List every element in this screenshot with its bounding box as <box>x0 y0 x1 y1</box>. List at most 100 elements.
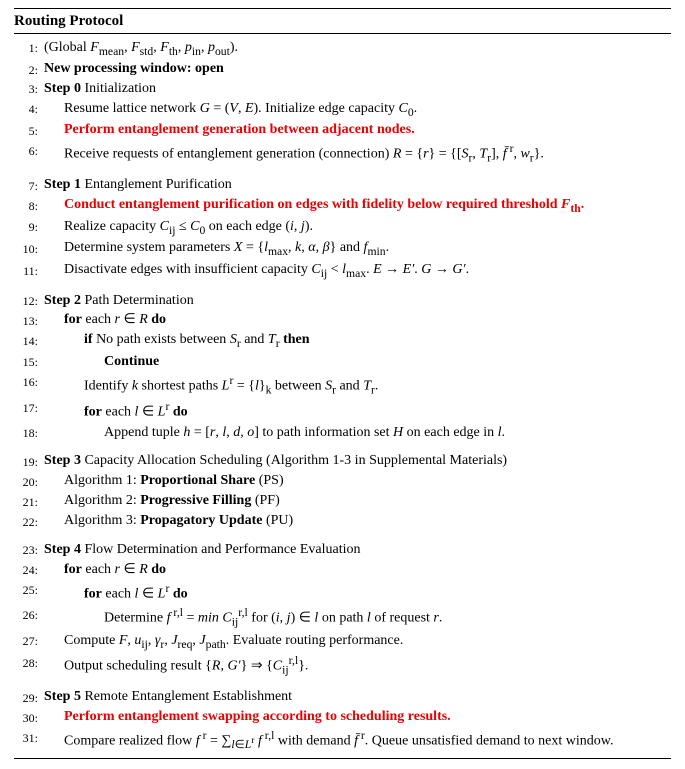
line-content: for each r ∈ R do <box>38 561 671 580</box>
title-text: Routing Protocol <box>14 13 123 29</box>
algo-line: 21:Algorithm 2: Progressive Filling (PF) <box>14 492 671 512</box>
algo-line: 12:Step 2 Path Determination <box>14 291 671 311</box>
algo-line: 8:Conduct entanglement purification on e… <box>14 196 671 218</box>
algo-line: 2:New processing window: open <box>14 60 671 80</box>
bottom-rule <box>14 758 671 759</box>
line-content: Step 2 Path Determination <box>38 292 671 311</box>
line-content: New processing window: open <box>38 60 671 79</box>
algo-line: 28:Output scheduling result {R, G′} ⇒ {C… <box>14 653 671 679</box>
line-number: 15: <box>14 353 38 371</box>
line-number: 9: <box>14 218 38 236</box>
line-number: 5: <box>14 121 38 139</box>
line-content: for each l ∈ Lr do <box>38 581 671 605</box>
title-bar: Routing Protocol <box>14 8 671 34</box>
line-number: 8: <box>14 196 38 214</box>
algo-line: 9:Realize capacity Cij ≤ C0 on each edge… <box>14 217 671 239</box>
line-number: 19: <box>14 452 38 470</box>
gap <box>14 443 671 452</box>
algo-line: 11:Disactivate edges with insufficient c… <box>14 261 671 283</box>
algo-line: 3:Step 0 Initialization <box>14 79 671 99</box>
algo-line: 17:for each l ∈ Lr do <box>14 398 671 423</box>
algo-line: 6:Receive requests of entanglement gener… <box>14 141 671 167</box>
line-content: Perform entanglement swapping according … <box>38 708 671 727</box>
line-number: 16: <box>14 373 38 391</box>
algo-line: 27:Compute F, uij, γr, Jreq, Jpath. Eval… <box>14 631 671 653</box>
algo-line: 10:Determine system parameters X = {lmax… <box>14 239 671 261</box>
algo-line: 16:Identify k shortest paths Lr = {l}k b… <box>14 372 671 398</box>
line-content: Determine f r,l = min Cijr,l for (i, j) … <box>38 605 671 630</box>
algo-line: 14:if No path exists between Sr and Tr t… <box>14 331 671 353</box>
line-content: Step 3 Capacity Allocation Scheduling (A… <box>38 452 671 471</box>
algorithm-body: 1:(Global Fmean, Fstd, Fth, pin, pout).2… <box>14 38 671 754</box>
line-content: if No path exists between Sr and Tr then <box>38 331 671 352</box>
line-content: Step 4 Flow Determination and Performanc… <box>38 541 671 560</box>
algo-line: 20:Algorithm 1: Proportional Share (PS) <box>14 472 671 492</box>
line-number: 31: <box>14 728 38 746</box>
line-content: Realize capacity Cij ≤ C0 on each edge (… <box>38 218 671 239</box>
algo-line: 15:Continue <box>14 352 671 372</box>
line-content: for each l ∈ Lr do <box>38 399 671 423</box>
algo-line: 13:for each r ∈ R do <box>14 311 671 331</box>
line-content: Perform entanglement generation between … <box>38 121 671 140</box>
algo-line: 19:Step 3 Capacity Allocation Scheduling… <box>14 452 671 472</box>
line-content: Conduct entanglement purification on edg… <box>38 196 671 217</box>
line-number: 18: <box>14 424 38 442</box>
algorithm-box: Routing Protocol 1:(Global Fmean, Fstd, … <box>0 0 685 769</box>
line-content: Algorithm 2: Progressive Filling (PF) <box>38 492 671 511</box>
algo-line: 29:Step 5 Remote Entanglement Establishm… <box>14 688 671 708</box>
gap <box>14 282 671 291</box>
line-number: 10: <box>14 239 38 257</box>
algo-line: 18:Append tuple h = [r, l, d, o] to path… <box>14 423 671 443</box>
line-number: 26: <box>14 605 38 623</box>
line-number: 25: <box>14 581 38 599</box>
line-number: 20: <box>14 472 38 490</box>
line-number: 17: <box>14 399 38 417</box>
line-number: 24: <box>14 561 38 579</box>
algo-line: 7:Step 1 Entanglement Purification <box>14 176 671 196</box>
line-number: 27: <box>14 632 38 650</box>
algo-line: 23:Step 4 Flow Determination and Perform… <box>14 540 671 560</box>
algo-line: 30:Perform entanglement swapping accordi… <box>14 708 671 728</box>
gap <box>14 167 671 176</box>
line-content: Receive requests of entanglement generat… <box>38 141 671 166</box>
algo-line: 1:(Global Fmean, Fstd, Fth, pin, pout). <box>14 38 671 60</box>
line-content: Resume lattice network G = (V, E). Initi… <box>38 100 671 121</box>
gap <box>14 531 671 540</box>
line-number: 22: <box>14 512 38 530</box>
line-content: Output scheduling result {R, G′} ⇒ {Cijr… <box>38 653 671 678</box>
gap <box>14 679 671 688</box>
algo-line: 22:Algorithm 3: Propagatory Update (PU) <box>14 512 671 532</box>
line-content: Step 1 Entanglement Purification <box>38 176 671 195</box>
line-content: Continue <box>38 353 671 372</box>
line-content: Step 0 Initialization <box>38 80 671 99</box>
line-number: 30: <box>14 708 38 726</box>
algo-line: 25:for each l ∈ Lr do <box>14 580 671 605</box>
line-content: for each r ∈ R do <box>38 311 671 330</box>
line-number: 29: <box>14 688 38 706</box>
algo-line: 24:for each r ∈ R do <box>14 560 671 580</box>
line-number: 3: <box>14 80 38 98</box>
line-content: (Global Fmean, Fstd, Fth, pin, pout). <box>38 39 671 60</box>
line-content: Algorithm 1: Proportional Share (PS) <box>38 472 671 491</box>
line-number: 13: <box>14 311 38 329</box>
line-content: Step 5 Remote Entanglement Establishment <box>38 688 671 707</box>
line-number: 28: <box>14 653 38 671</box>
line-content: Algorithm 3: Propagatory Update (PU) <box>38 512 671 531</box>
line-content: Append tuple h = [r, l, d, o] to path in… <box>38 424 671 443</box>
algo-line: 4:Resume lattice network G = (V, E). Ini… <box>14 99 671 121</box>
line-number: 7: <box>14 176 38 194</box>
line-content: Compare realized flow f r = ∑l∈Lr f r,l … <box>38 728 671 753</box>
line-number: 21: <box>14 492 38 510</box>
line-number: 4: <box>14 100 38 118</box>
line-number: 12: <box>14 292 38 310</box>
line-content: Determine system parameters X = {lmax, k… <box>38 239 671 260</box>
line-content: Identify k shortest paths Lr = {l}k betw… <box>38 373 671 398</box>
line-number: 11: <box>14 261 38 279</box>
line-number: 2: <box>14 60 38 78</box>
line-content: Compute F, uij, γr, Jreq, Jpath. Evaluat… <box>38 632 671 653</box>
line-number: 23: <box>14 541 38 559</box>
algo-line: 31:Compare realized flow f r = ∑l∈Lr f r… <box>14 728 671 754</box>
line-number: 6: <box>14 141 38 159</box>
line-number: 14: <box>14 331 38 349</box>
algo-line: 26:Determine f r,l = min Cijr,l for (i, … <box>14 605 671 631</box>
